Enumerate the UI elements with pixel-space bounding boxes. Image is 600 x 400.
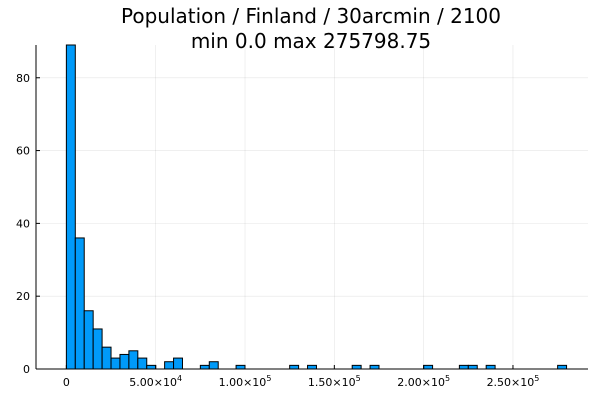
histogram-bar bbox=[467, 364, 478, 370]
histogram-bar bbox=[137, 357, 148, 370]
x-axis-ticks: 0 5.00×104 1.00×105 1.50×105 2.00×105 2.50×10… bbox=[63, 365, 540, 389]
y-axis-ticks: 0 20 40 60 80 bbox=[16, 72, 40, 376]
histogram-bar bbox=[289, 364, 300, 370]
histogram-bar bbox=[423, 364, 434, 370]
chart-title-line-1: Population / Finland / 30arcmin / 2100 bbox=[121, 4, 501, 28]
histogram-bar bbox=[101, 346, 112, 370]
histogram-bar bbox=[119, 353, 130, 370]
y-tick-label: 20 bbox=[16, 290, 30, 303]
x-tick-label: 1.00×105 bbox=[219, 374, 272, 389]
x-tick-label: 5.00×104 bbox=[129, 374, 182, 389]
y-tick-label: 60 bbox=[16, 145, 30, 158]
histogram-bar bbox=[74, 237, 85, 370]
histogram-bar bbox=[164, 361, 175, 370]
histogram-bar bbox=[351, 364, 362, 370]
histogram-bar bbox=[235, 364, 246, 370]
grid-lines bbox=[36, 45, 588, 370]
histogram-bar bbox=[208, 361, 219, 370]
histogram-bar bbox=[92, 328, 103, 370]
histogram-bar bbox=[146, 364, 157, 370]
x-tick-exponent: 5 bbox=[356, 374, 361, 383]
x-tick-exponent: 4 bbox=[177, 374, 182, 383]
histogram-bar bbox=[65, 44, 76, 370]
histogram-bar bbox=[307, 364, 317, 370]
x-tick-exponent: 5 bbox=[266, 374, 271, 383]
x-tick-exponent: 5 bbox=[445, 374, 450, 383]
y-tick-label: 40 bbox=[16, 217, 30, 230]
histogram-bar bbox=[485, 364, 496, 370]
chart-title-line-2: min 0.0 max 275798.75 bbox=[191, 29, 431, 53]
histogram-bar bbox=[110, 357, 121, 370]
x-tick-label: 0 bbox=[63, 376, 70, 389]
axes bbox=[35, 45, 588, 370]
y-tick-label: 0 bbox=[23, 363, 30, 376]
histogram-bars bbox=[65, 44, 568, 370]
histogram-bar bbox=[173, 357, 183, 370]
histogram-bar bbox=[458, 364, 469, 370]
x-tick-label: 1.50×105 bbox=[308, 374, 361, 389]
histogram-bar bbox=[557, 364, 568, 370]
x-tick-label: 2.50×105 bbox=[487, 374, 540, 389]
histogram-bar bbox=[83, 310, 94, 370]
y-tick-label: 80 bbox=[16, 72, 30, 85]
histogram-bar bbox=[369, 364, 380, 370]
histogram-bar bbox=[128, 350, 139, 370]
x-tick-label: 2.00×105 bbox=[397, 374, 450, 389]
histogram-bar bbox=[199, 364, 210, 370]
x-tick-exponent: 5 bbox=[534, 374, 539, 383]
